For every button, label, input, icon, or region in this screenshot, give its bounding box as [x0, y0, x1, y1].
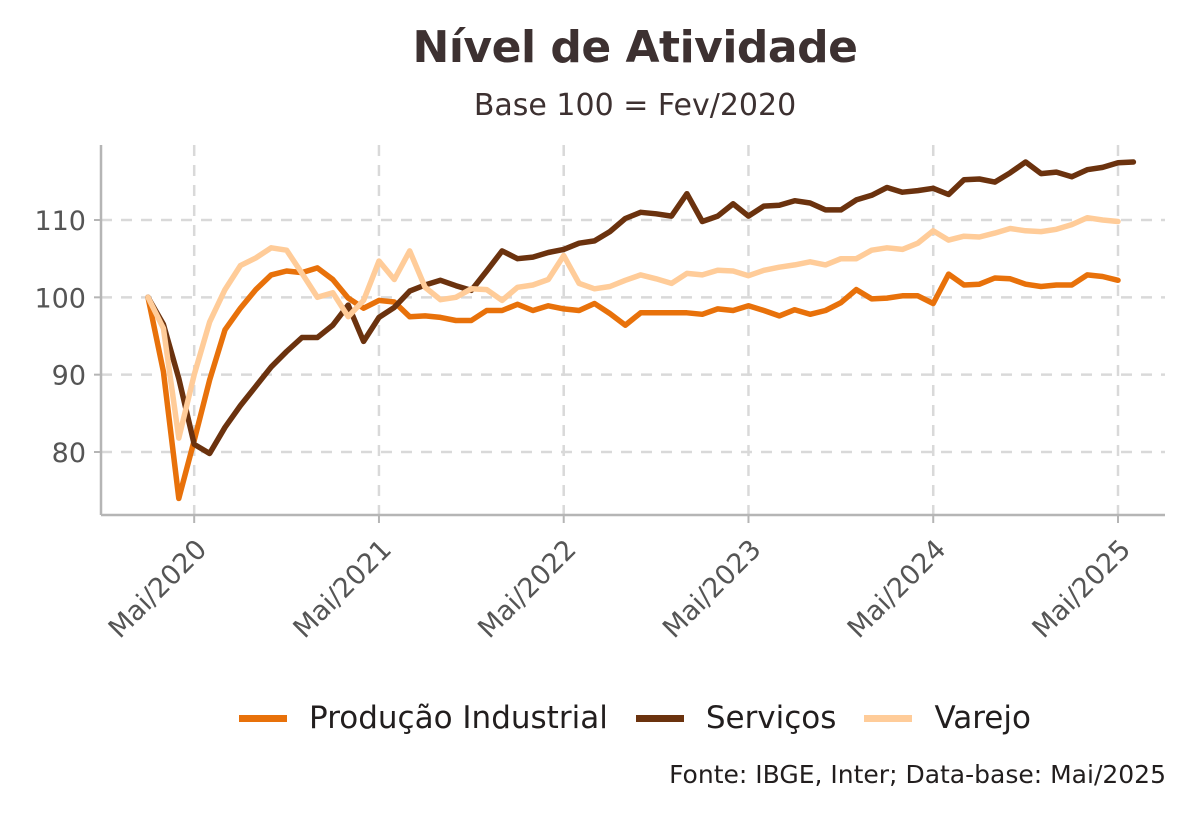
y-tick-label-110: 110 [34, 206, 86, 237]
chart-caption: Fonte: IBGE, Inter; Data-base: Mai/2025 [669, 760, 1166, 789]
legend-swatch-producao-industrial [239, 714, 288, 722]
legend-item-varejo: Varejo [864, 700, 1031, 736]
legend-item-servicos: Serviços [635, 700, 837, 736]
legend-label-producao-industrial: Produção Industrial [309, 700, 608, 736]
series-line-producao-industrial [145, 265, 1121, 502]
x-tick-label-4: Mai/2024 [842, 534, 952, 644]
chart-subtitle: Base 100 = Fev/2020 [473, 88, 797, 123]
series-line-servicos [145, 159, 1137, 457]
legend-swatch-servicos [635, 714, 684, 722]
x-tick-label-0: Mai/2020 [103, 534, 213, 644]
legend-item-producao-industrial: Produção Industrial [239, 700, 608, 736]
x-tick-label-3: Mai/2023 [657, 534, 767, 644]
x-tick-label-1: Mai/2021 [287, 534, 397, 644]
series-layer [145, 159, 1137, 502]
y-tick-label-90: 90 [52, 361, 86, 392]
y-tick-label-100: 100 [34, 283, 86, 314]
legend: Produção Industrial Serviços Varejo [0, 700, 1200, 736]
grid-layer [101, 145, 1165, 515]
x-tick-label-5: Mai/2025 [1027, 534, 1137, 644]
y-tick-label-80: 80 [52, 438, 86, 469]
legend-label-servicos: Serviços [705, 700, 837, 736]
legend-swatch-varejo [864, 714, 913, 722]
series-line-varejo [145, 214, 1121, 441]
legend-label-varejo: Varejo [934, 700, 1031, 736]
axis-layer [94, 145, 1165, 523]
chart-title: Nível de Atividade [412, 22, 858, 73]
x-tick-label-2: Mai/2022 [472, 534, 582, 644]
